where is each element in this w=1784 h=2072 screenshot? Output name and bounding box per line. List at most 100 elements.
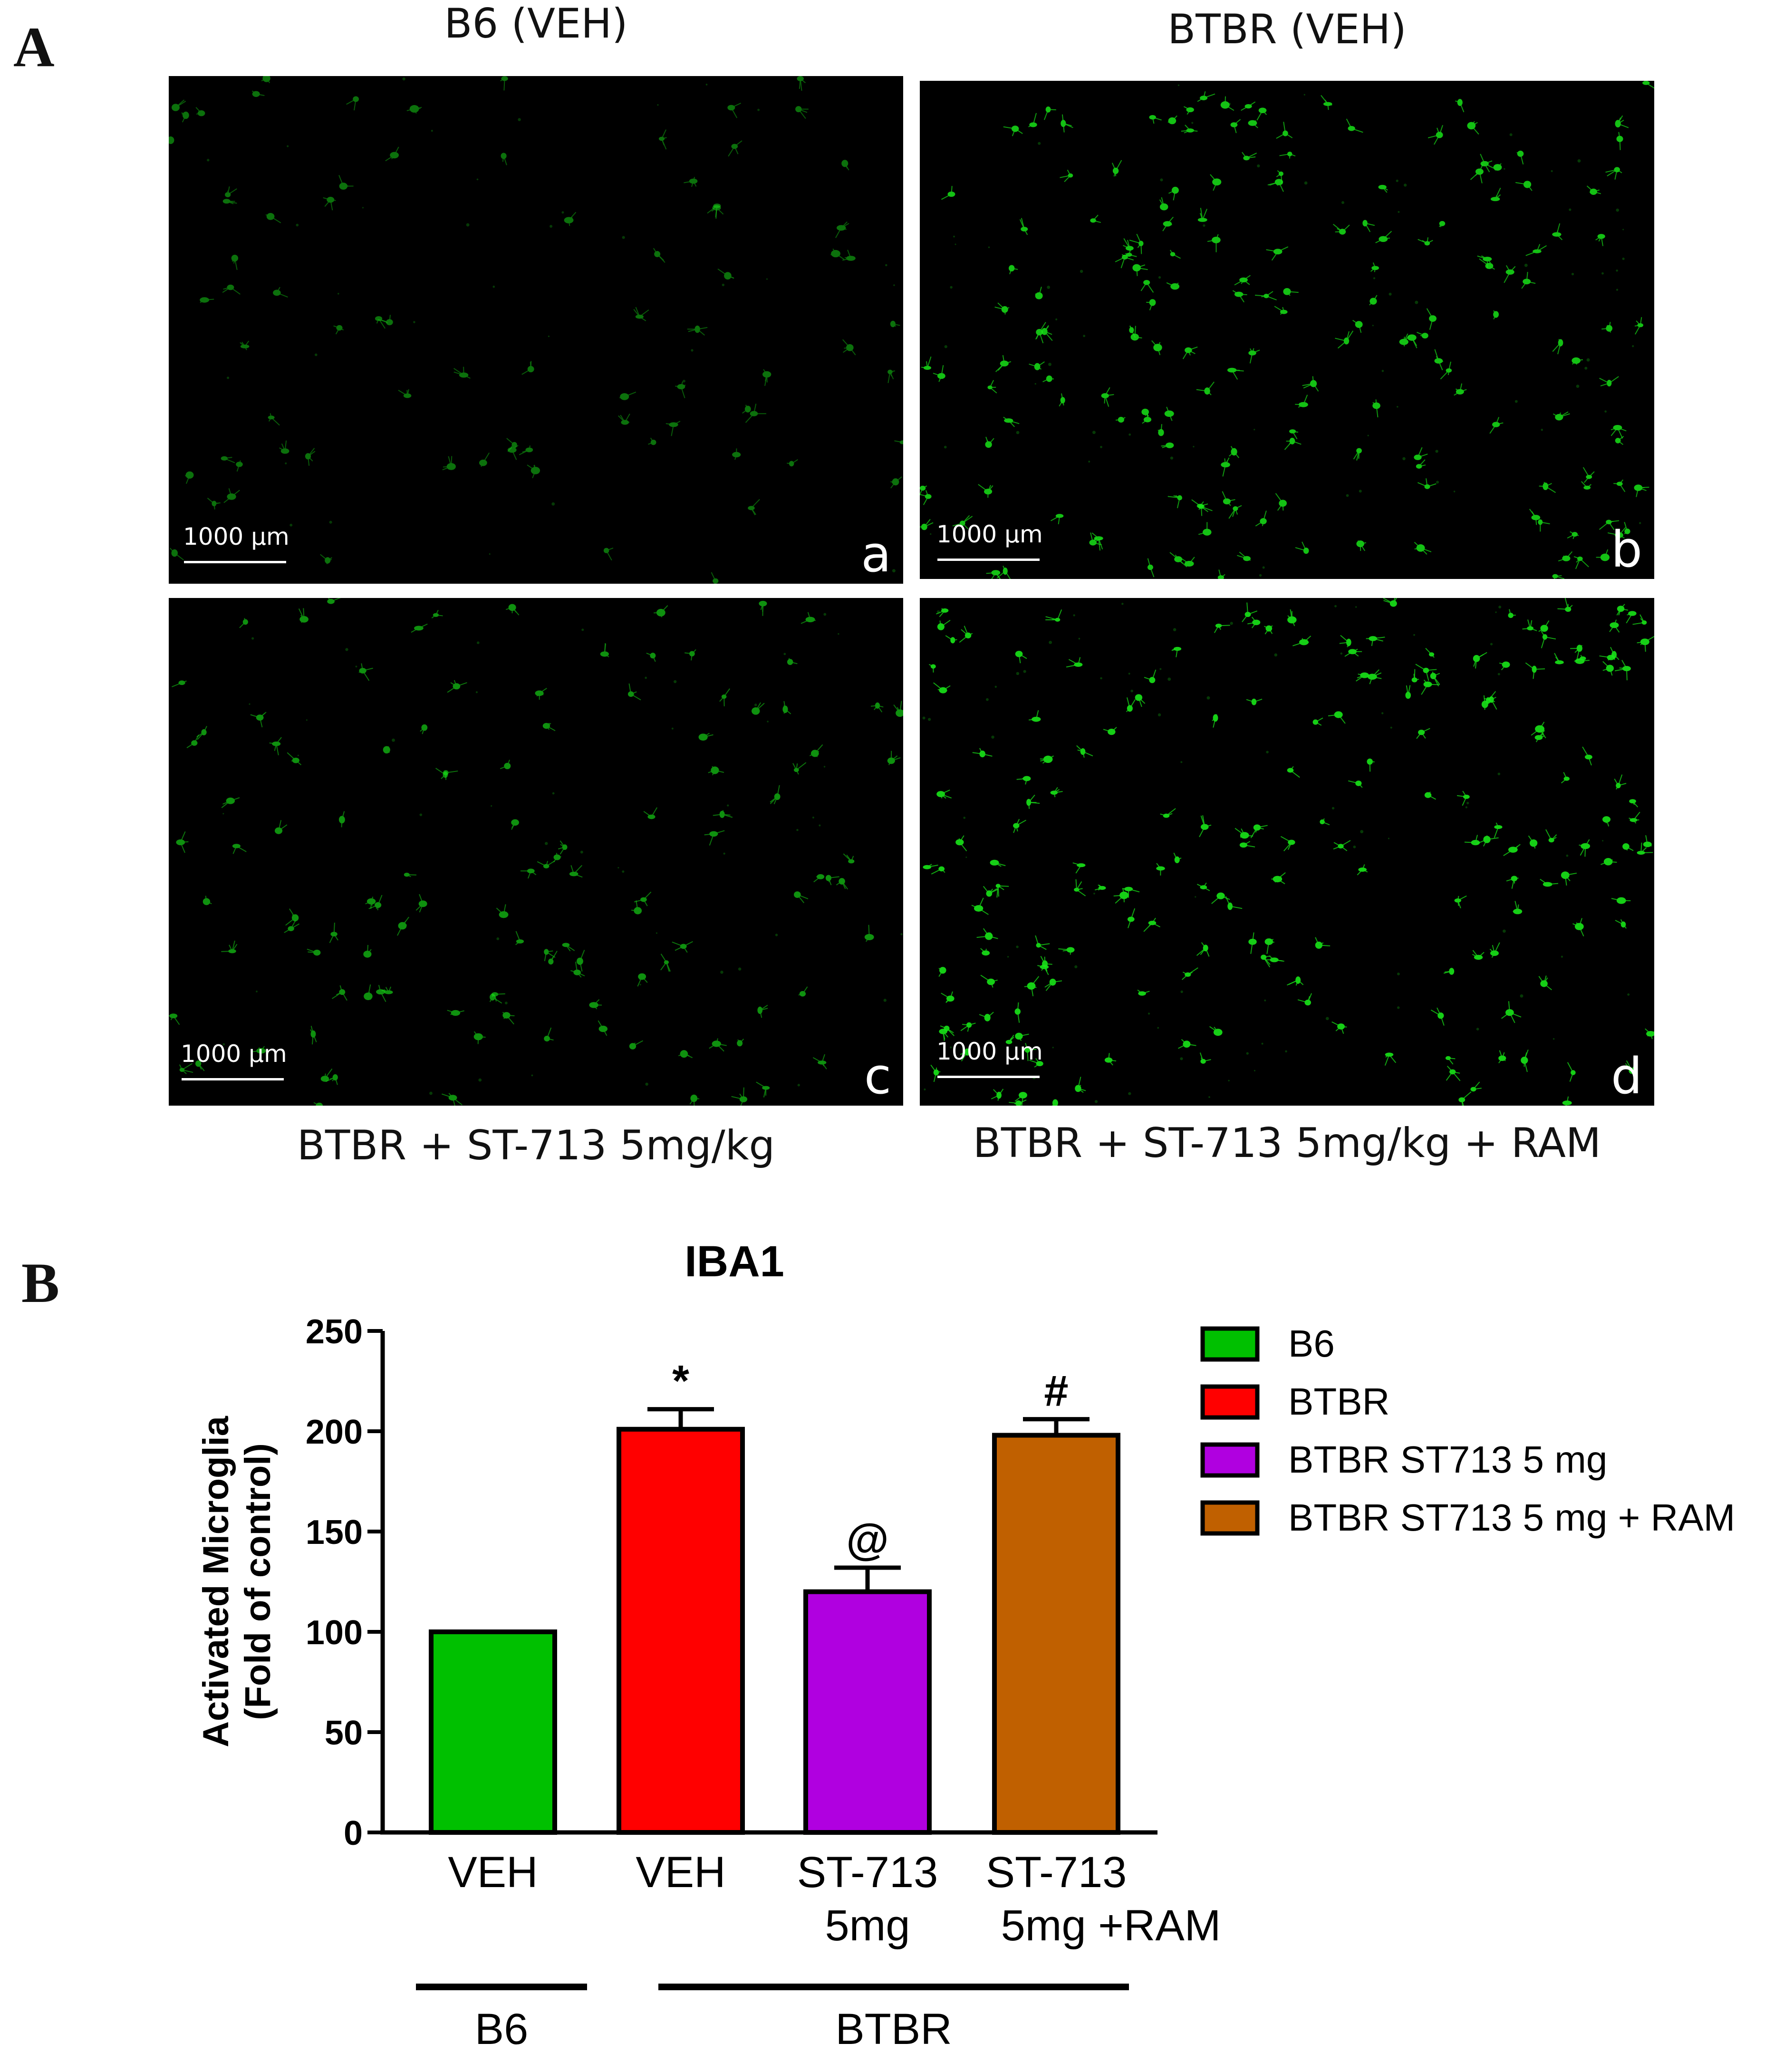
- microglia-cell: [544, 1027, 554, 1041]
- microglia-cell: [519, 445, 533, 455]
- background-speck: [1586, 358, 1590, 362]
- microglia-cell: [1129, 233, 1144, 254]
- microglia-cell: [406, 105, 422, 114]
- microglia-cell: [971, 897, 989, 915]
- microglia-cell: [310, 1026, 317, 1045]
- background-speck: [1397, 405, 1398, 408]
- background-speck: [1304, 181, 1308, 185]
- microglia-cell: [870, 702, 884, 713]
- microglia-cell: [305, 448, 316, 466]
- background-speck: [249, 703, 251, 705]
- microglia-cell: [1271, 872, 1286, 885]
- microglia-cell: [940, 1025, 955, 1036]
- background-speck: [1367, 434, 1369, 436]
- microglia-cell: [511, 819, 519, 830]
- microglia-cell: [1051, 1099, 1058, 1106]
- microglia-cell: [1417, 332, 1428, 339]
- microglia-cell: [792, 762, 807, 775]
- microglia-cell: [420, 724, 428, 734]
- background-speck: [928, 718, 931, 721]
- background-speck: [1261, 1042, 1263, 1045]
- microglia-cell: [1575, 658, 1590, 664]
- microglia-cell: [1599, 376, 1619, 387]
- background-speck: [994, 685, 997, 688]
- microglia-cell: [887, 751, 901, 765]
- microglia-cell: [222, 199, 237, 204]
- background-speck: [1325, 1017, 1329, 1021]
- microglia-cell: [687, 325, 708, 336]
- microglia-cell: [1557, 598, 1573, 612]
- background-speck: [531, 1074, 533, 1077]
- microglia-cell: [1615, 115, 1629, 128]
- microglia-cell: [1424, 791, 1437, 800]
- microglia-cell: [1242, 152, 1257, 161]
- micrograph-d: 1000 µm d: [920, 598, 1654, 1106]
- background-speck: [1128, 1092, 1131, 1095]
- microglia-cell: [323, 197, 336, 211]
- microglia-cell: [1014, 1002, 1021, 1023]
- microglia-cell: [598, 1020, 608, 1036]
- iba1-bar-chart: IBA1 Activated Microglia (Fold of control)…: [196, 1237, 1735, 2053]
- background-speck: [727, 804, 729, 807]
- background-speck: [1158, 276, 1161, 279]
- background-speck: [986, 698, 989, 701]
- microglia-cell: [1091, 532, 1103, 551]
- background-speck: [1340, 652, 1343, 655]
- background-speck: [338, 293, 339, 295]
- microglia-cell: [1076, 745, 1093, 758]
- scale-bar-d: [937, 1076, 1040, 1078]
- microglia-cell: [1602, 816, 1611, 827]
- microglia-cell: [1005, 1034, 1014, 1044]
- microglia-cell: [1230, 119, 1241, 134]
- microglia-cell: [1234, 828, 1254, 839]
- background-speck: [1632, 345, 1634, 347]
- group-label: BTBR: [835, 2005, 952, 2053]
- microglia-cell: [1498, 1050, 1506, 1064]
- microglia-cell: [1582, 746, 1592, 766]
- microglia-cell: [404, 872, 417, 877]
- chart-title: IBA1: [685, 1237, 784, 1286]
- background-speck: [1520, 994, 1524, 998]
- microglia-cell: [1356, 672, 1369, 682]
- microglia-cell: [1220, 96, 1234, 111]
- microglia-cell: [1339, 635, 1351, 647]
- microglia-cell: [1015, 651, 1027, 664]
- microglia-cell: [521, 361, 534, 375]
- microglia-cell: [813, 874, 825, 883]
- microglia-cell: [1302, 376, 1319, 392]
- microglia-cell: [479, 452, 490, 467]
- microglia-cell: [1239, 841, 1255, 848]
- background-speck: [950, 286, 953, 289]
- microglia-cell: [1616, 604, 1629, 616]
- microglia-cell: [325, 1074, 338, 1085]
- microglia-cell: [1320, 818, 1330, 826]
- background-speck: [622, 870, 625, 873]
- microglia-cell: [941, 991, 955, 1003]
- background-speck: [1495, 611, 1497, 613]
- microglia-cell: [678, 1050, 693, 1059]
- microglia-cell: [1181, 557, 1195, 567]
- background-speck: [1360, 830, 1364, 833]
- microglia-cell: [1103, 727, 1117, 735]
- background-speck: [823, 766, 826, 768]
- background-speck: [1078, 637, 1080, 640]
- background-speck: [1128, 673, 1130, 675]
- background-speck: [1074, 965, 1078, 969]
- microglia-cell: [1430, 671, 1440, 686]
- microglia-cell: [285, 908, 299, 926]
- significance-marker: *: [672, 1357, 689, 1406]
- background-speck: [1049, 641, 1052, 644]
- microglia-cell: [331, 985, 347, 1001]
- microglia-cell: [1090, 214, 1101, 223]
- background-speck: [1266, 751, 1269, 753]
- microglia-cell: [748, 499, 760, 515]
- microglia-cell: [1454, 383, 1467, 396]
- microglia-cell: [179, 1063, 193, 1074]
- microglia-cell: [939, 1029, 949, 1041]
- microglia-cell: [1013, 819, 1027, 833]
- microglia-cell: [812, 1054, 827, 1070]
- microglia-cell: [1029, 710, 1041, 722]
- microglia-cell: [1613, 479, 1626, 492]
- microglia-cell: [1159, 197, 1168, 211]
- microglia-cell: [284, 920, 300, 933]
